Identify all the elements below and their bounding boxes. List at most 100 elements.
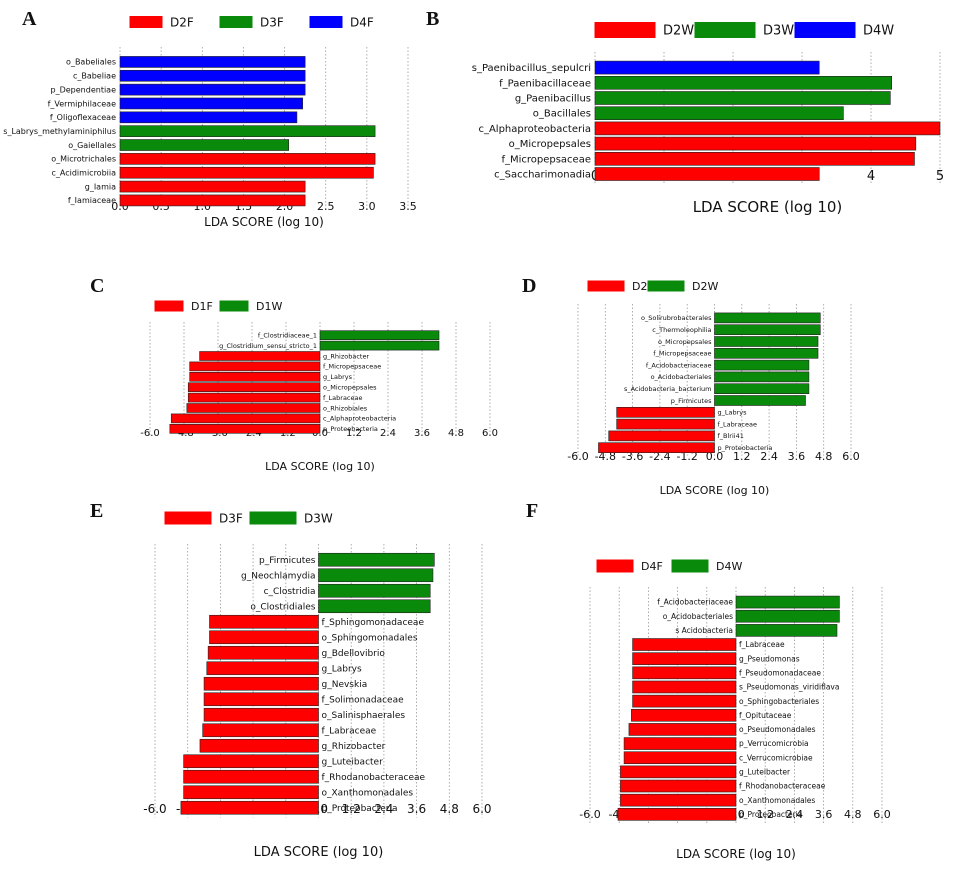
legend-label: D1F [191, 300, 213, 313]
bar-label: f_Clostridiaceae_1 [258, 331, 317, 339]
bar-d3f [183, 785, 319, 800]
bar-d3w [318, 599, 431, 614]
bar-label: s Acidobacteria [675, 626, 733, 635]
bar-label: f_Sphingomonadaceae [322, 618, 425, 628]
legend-swatch-d2w [647, 280, 685, 292]
bar-label: f_Labraceae [322, 726, 377, 736]
bar-d3f [199, 738, 319, 753]
bar-label: o_Gaiellales [68, 141, 116, 150]
bar-label: o_Acidobacteriales [663, 612, 733, 621]
bar-label: p_Verrucomicrobia [739, 739, 809, 748]
bar-d3f [206, 661, 319, 676]
bar-label: o_Micropepsales [509, 139, 591, 150]
bar-label: g_Bdellovibrio [322, 649, 386, 659]
bar-d4f [119, 69, 306, 82]
bar-d1f [187, 392, 321, 403]
legend-label: D4W [863, 24, 894, 39]
bar-d4w [735, 609, 840, 623]
bar-d2w [714, 336, 819, 347]
bar-d4f [620, 779, 737, 793]
bar-d3f [119, 139, 289, 151]
bar-label: g_Labrys [322, 664, 362, 674]
x-tick-label: 4 [867, 169, 875, 184]
bar-label: o_Xanthomonadales [322, 788, 414, 798]
bar-label: g_Neochlamydia [241, 571, 315, 581]
bar-label: g_Rhizobacter [323, 352, 369, 360]
bar-label: f_Labraceae [718, 420, 757, 428]
legend-swatch-d3w [694, 22, 756, 38]
bar-d2f [119, 194, 306, 207]
bar-label: o_Clostridiales [250, 602, 315, 612]
x-tick-label: -6.0 [579, 808, 600, 821]
panel-label-f: F [526, 500, 539, 522]
bar-label: f_Vermiphilaceae [48, 99, 116, 108]
x-tick-label: 6.0 [842, 450, 860, 463]
bar-d4f [632, 694, 737, 708]
x-tick-label: 6.0 [873, 808, 891, 821]
bar-d2w [594, 167, 820, 181]
bar-label: p_Proteobacteria [718, 444, 773, 452]
bar-label: o_Micropepsales [658, 338, 712, 346]
bar-label: g_Labrys [323, 373, 353, 381]
legend-swatch-d3f [164, 511, 212, 525]
bar-label: p_Proteobacteria [739, 810, 802, 819]
bar-label: o_Microtrichales [51, 155, 116, 164]
bar-label: o_Babeliales [66, 58, 116, 67]
chart-panel-d: -6.0 -4.8 -3.6 -2.4 -1.2 0.0 1.2 2.4 3.6 4.8 6.0 o_… [567, 280, 859, 497]
bar-d3f [203, 676, 319, 691]
x-tick-label: 3.0 [358, 200, 376, 213]
x-tick-label: 2.5 [317, 200, 335, 213]
bar-d2f [119, 166, 374, 179]
bar-d2w [714, 395, 806, 406]
bar-label: f_Labraceae [739, 640, 785, 649]
bar-d2f [616, 406, 715, 418]
bar-d2w [594, 121, 941, 136]
bar-label: o_Bacillales [533, 109, 591, 120]
bar-label: s_Labrys_methylaminiphilus [3, 127, 116, 136]
legend-swatch-d2w [594, 22, 656, 38]
bar-label: s_Acidobacteria_bacterium [624, 385, 712, 393]
legend-swatch-d4f [596, 559, 634, 573]
x-tick-label: 1.2 [346, 428, 362, 439]
bar-d4f [631, 708, 737, 722]
x-axis-label: LDA SCORE (log 10) [660, 484, 770, 497]
bar-label: f_Micropepsaceae [323, 363, 381, 371]
bar-label: o_Salinisphaerales [322, 711, 406, 721]
bar-d3f [119, 125, 376, 137]
bar-d3w [594, 76, 893, 90]
bar-d4f [620, 793, 737, 807]
bar-label: f_Acidobacteriaceae [657, 598, 733, 607]
panel-label-a: A [22, 8, 37, 30]
x-tick-label: 2.4 [374, 802, 393, 816]
bar-label: p_Proteobacteria [322, 804, 398, 814]
legend-label: D2F [170, 15, 194, 29]
bar-d3w [594, 106, 844, 120]
bar-d4f [632, 680, 737, 694]
x-tick-label: -6.0 [567, 450, 588, 463]
bar-label: p_Proteobacteria [323, 425, 378, 433]
bar-d4f [632, 638, 737, 651]
bar-d2w [714, 324, 821, 336]
x-tick-label: -3.6 [622, 450, 643, 463]
bar-label: g_Rhizobacter [322, 742, 386, 752]
chart-panel-c: -6.0-4.8-3.6-2.4-1.20.01.22.43.64.86.0f_… [140, 300, 498, 473]
bar-label: o_Sphingobacteriales [739, 697, 819, 706]
bar-label: o_Acidobacteriales [651, 373, 713, 381]
chart-panel-e: -6.0-4.8-3.6-2.4-1.20.01.22.43.64.86.0p_… [143, 511, 491, 860]
bar-d4f [632, 666, 737, 680]
bar-d4f [632, 652, 737, 665]
bar-label: p_Firmicutes [259, 556, 316, 566]
bar-label: g_Luteibacter [322, 757, 384, 767]
legend-label: D3W [763, 24, 794, 39]
bar-d4f [119, 111, 298, 124]
bar-d3f [202, 723, 319, 738]
x-tick-label: 3.6 [414, 428, 430, 439]
bar-d3w [594, 91, 891, 105]
bar-d3f [183, 754, 319, 769]
bar-label: c_Saccharimonadia [494, 170, 591, 181]
bar-d2w [714, 312, 821, 324]
bar-d3f [209, 614, 319, 629]
x-tick-label: 4.8 [440, 802, 459, 816]
legend-label: D3F [219, 511, 243, 525]
legend-swatch-d2f [129, 16, 163, 28]
